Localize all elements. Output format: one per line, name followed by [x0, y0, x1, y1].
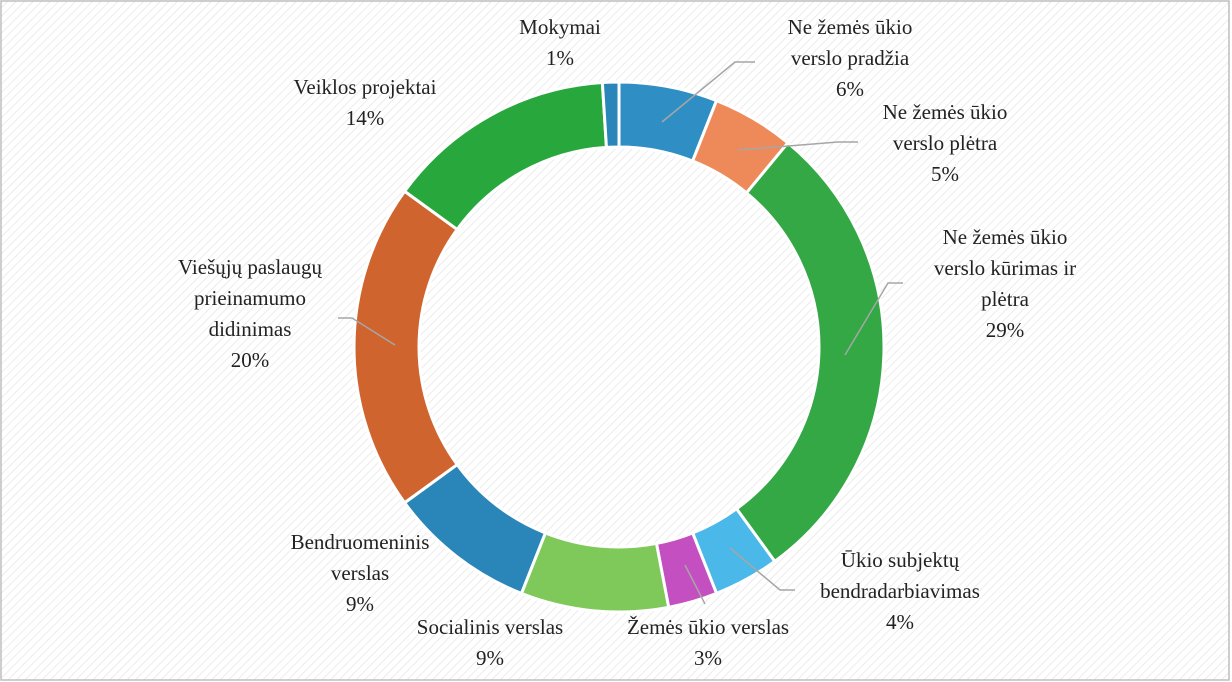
category-label: Veiklos projektai	[293, 75, 437, 99]
leader-line	[338, 317, 396, 346]
donut-slice	[519, 531, 671, 614]
leader-line	[729, 547, 795, 591]
category-label: Ne žemės ūkio verslo kūrimas ir plėtra	[933, 225, 1077, 311]
value-label: 4%	[886, 610, 914, 634]
category-label: Ūkio subjektų bendradarbiavimas	[820, 548, 980, 603]
category-label: Ne žemės ūkio verslo plėtra	[882, 100, 1008, 155]
slice-label: Socialinis verslas 9%	[380, 612, 600, 674]
category-label: Bendruomeninis verslas	[290, 530, 430, 585]
leader-line	[844, 282, 903, 356]
slice-label: Ne žemės ūkio verslo pradžia 6%	[765, 12, 935, 105]
category-label: Socialinis verslas	[416, 615, 564, 639]
slice-label: Veiklos projektai 14%	[265, 72, 465, 134]
value-label: 3%	[694, 646, 722, 670]
value-label: 6%	[836, 77, 864, 101]
value-label: 20%	[230, 348, 270, 372]
value-label: 9%	[346, 592, 374, 616]
slice-label: Mokymai 1%	[490, 12, 630, 74]
leader-line	[684, 564, 706, 605]
value-label: 29%	[985, 318, 1025, 342]
category-label: Žemės ūkio verslas	[626, 615, 790, 639]
slice-label: Žemės ūkio verslas 3%	[593, 612, 823, 674]
leader-line	[737, 141, 858, 151]
value-label: 1%	[546, 46, 574, 70]
category-label: Viešųjų paslaugų prieinamumo didinimas	[178, 255, 322, 341]
donut-slice	[600, 80, 621, 149]
leader-line	[661, 61, 755, 123]
slice-label: Ne žemės ūkio verslo plėtra 5%	[860, 97, 1030, 190]
slice-label: Bendruomeninis verslas 9%	[270, 527, 450, 620]
donut-slice	[734, 140, 886, 564]
slice-label: Ne žemės ūkio verslo kūrimas ir plėtra 29…	[915, 222, 1095, 346]
value-label: 5%	[931, 162, 959, 186]
value-label: 9%	[476, 646, 504, 670]
value-label: 14%	[345, 106, 385, 130]
category-label: Mokymai	[519, 15, 601, 39]
leader-lines	[338, 61, 903, 605]
slice-label: Ūkio subjektų bendradarbiavimas 4%	[795, 545, 1005, 638]
category-label: Ne žemės ūkio verslo pradžia	[787, 15, 913, 70]
slice-label: Viešųjų paslaugų prieinamumo didinimas 20…	[158, 252, 343, 376]
